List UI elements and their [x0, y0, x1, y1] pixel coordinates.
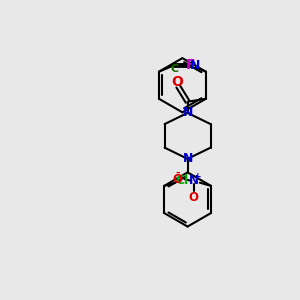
Text: N: N	[190, 59, 200, 72]
Text: Cl: Cl	[175, 174, 188, 187]
Text: C: C	[171, 64, 179, 74]
Text: O: O	[188, 190, 198, 204]
Text: N: N	[189, 174, 199, 187]
Text: -: -	[176, 168, 180, 178]
Text: F: F	[186, 58, 195, 72]
Text: +: +	[194, 172, 202, 181]
Text: N: N	[182, 106, 193, 119]
Text: O: O	[172, 172, 182, 186]
Text: N: N	[182, 152, 193, 165]
Text: O: O	[171, 75, 183, 89]
